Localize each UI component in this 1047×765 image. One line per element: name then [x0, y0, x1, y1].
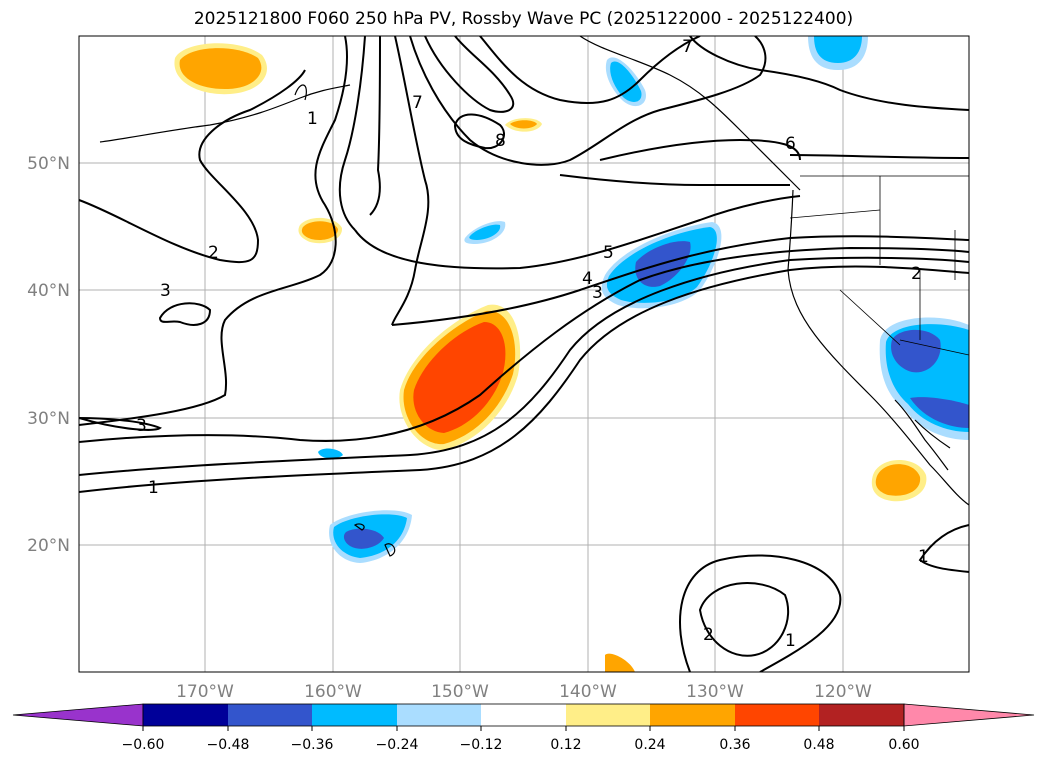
map-title: 2025121800 F060 250 hPa PV, Rossby Wave …	[193, 9, 854, 29]
contour-label: 3	[592, 283, 603, 303]
colorbar-tick-label: 0.12	[550, 737, 581, 753]
colorbar-extend-high	[903, 703, 1035, 727]
contours	[79, 36, 969, 672]
contour-1-south	[79, 265, 969, 493]
contour-label: 3	[160, 281, 171, 301]
map-area: 1 7 8 6 2 3 5 4 3 2 3 1 1 2 1 7	[79, 36, 969, 672]
latitude-labels: 50°N 40°N 30°N 20°N	[27, 154, 70, 556]
contour-loop-sw	[698, 582, 790, 657]
contour-label: 4	[582, 269, 593, 289]
contour-label: 1	[918, 547, 929, 567]
lat-label: 50°N	[27, 154, 70, 174]
colorbar-tick-label: 0.60	[888, 737, 919, 753]
pv-anomaly-fills	[174, 36, 969, 672]
colorbar-extend-low	[12, 703, 144, 727]
colorbar-tick-label: 0.36	[719, 737, 750, 753]
map-frame	[78, 35, 970, 673]
contour-label: 2	[208, 243, 219, 263]
contour-label: 7	[412, 93, 423, 113]
colorbar-tick-label: −0.24	[376, 737, 419, 753]
colorbar-tick-label: −0.48	[207, 737, 250, 753]
contour-6	[789, 154, 969, 159]
lon-label: 130°W	[686, 682, 744, 702]
contour-label: 1	[785, 631, 796, 651]
contour-5-jet	[354, 195, 801, 270]
lon-label: 120°W	[814, 682, 872, 702]
contour-labels: 1 7 8 6 2 3 5 4 3 2 3 1 1 2 1 7	[136, 37, 929, 651]
contour-label: 1	[148, 478, 159, 498]
contour-label: 2	[911, 264, 922, 284]
colorbar-tick-label: −0.36	[291, 737, 334, 753]
colorbar-tick-label: 0.48	[803, 737, 834, 753]
contour-label: 6	[785, 134, 796, 154]
lat-label: 40°N	[27, 281, 70, 301]
lon-label: 150°W	[431, 682, 489, 702]
colorbar-tick-label: −0.60	[122, 737, 165, 753]
contour-label: 8	[495, 131, 506, 151]
colorbar: −0.60 −0.48 −0.36 −0.24 −0.12 0.12 0.24 …	[12, 703, 1035, 753]
contour-label: 5	[603, 243, 614, 263]
contour-outer	[79, 417, 162, 431]
contour-label: 3	[136, 416, 147, 436]
colorbar-tick-label: −0.12	[460, 737, 503, 753]
lat-label: 30°N	[27, 409, 70, 429]
contour-label: 1	[307, 109, 318, 129]
contour-3-jet	[79, 246, 969, 443]
lon-label: 170°W	[176, 682, 234, 702]
contour-4-jet	[391, 235, 969, 326]
lat-label: 20°N	[27, 536, 70, 556]
lon-label: 140°W	[559, 682, 617, 702]
graticule	[79, 36, 969, 672]
contour-label: 2	[703, 625, 714, 645]
longitude-labels: 170°W 160°W 150°W 140°W 130°W 120°W	[176, 682, 872, 702]
contour-label: 7	[682, 37, 693, 57]
contour-2-south	[79, 256, 969, 476]
lon-label: 160°W	[304, 682, 362, 702]
colorbar-tick-label: 0.24	[634, 737, 665, 753]
coastlines	[99, 36, 969, 557]
